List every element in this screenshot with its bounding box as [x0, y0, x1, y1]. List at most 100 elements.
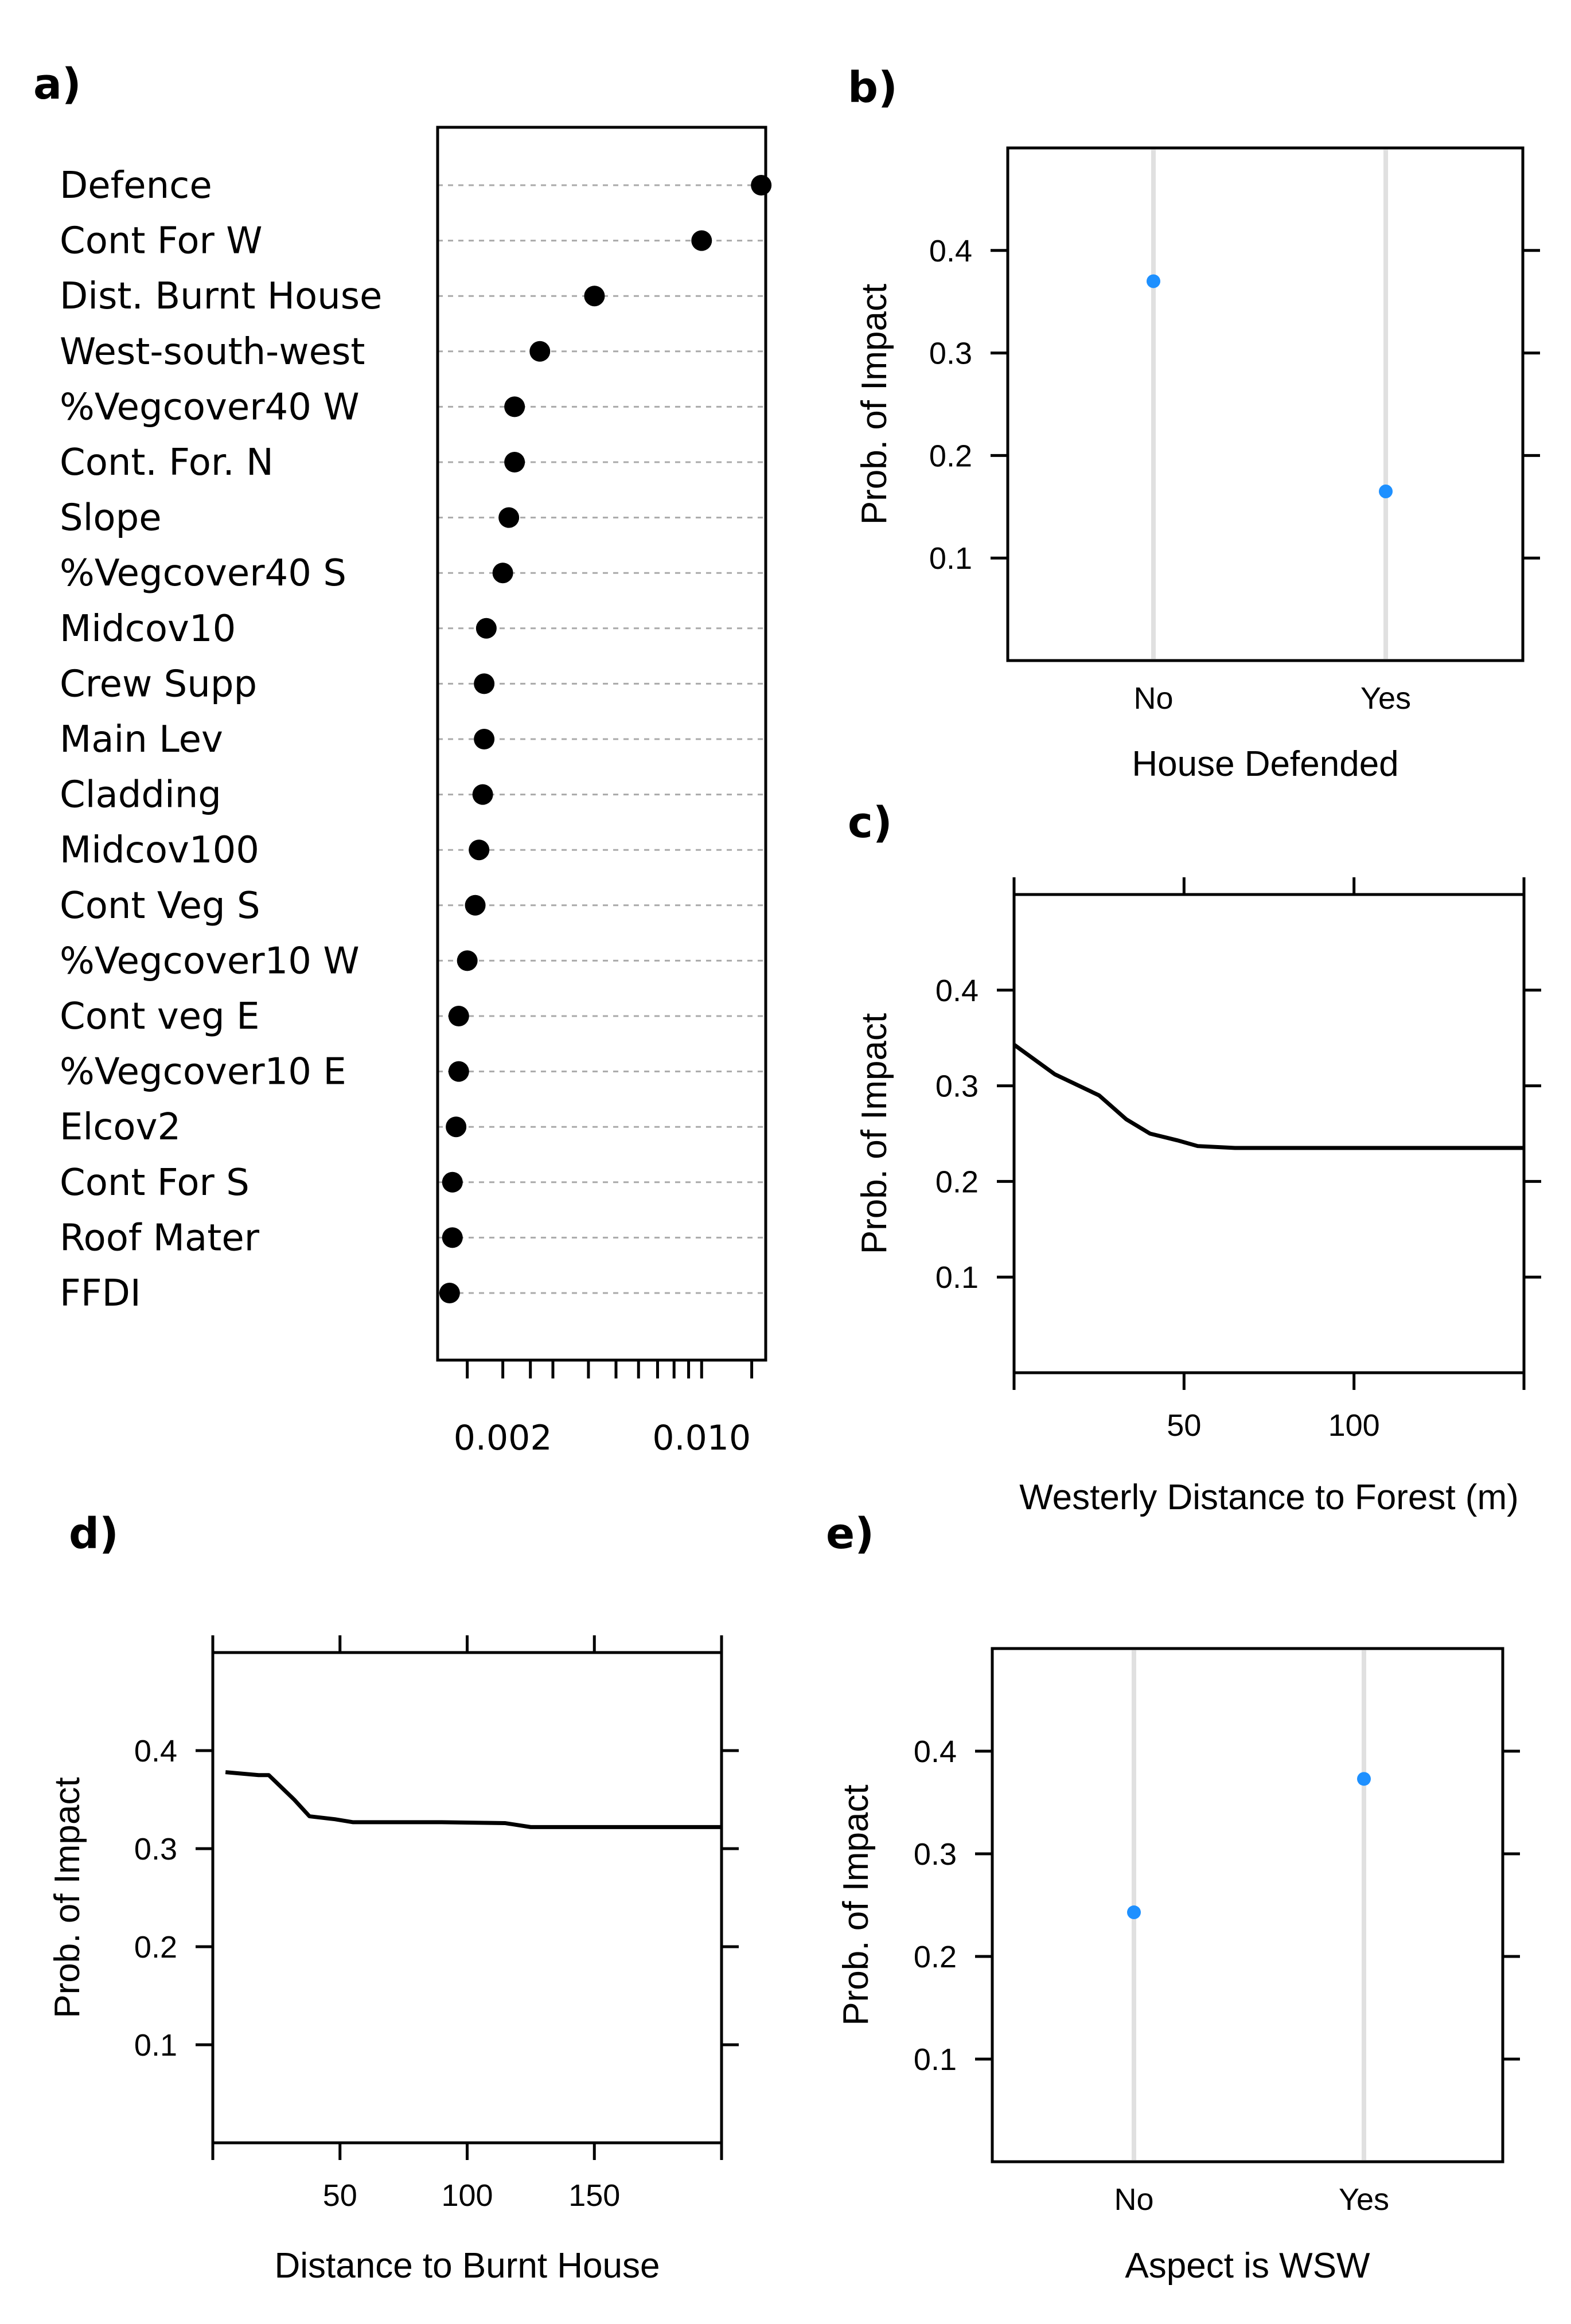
y-tick-label: 0.2	[914, 1940, 957, 1974]
variable-label: Slope	[60, 497, 162, 540]
variable-label: Roof Mater	[60, 1217, 260, 1259]
x-tick-label: 150	[568, 2178, 620, 2213]
y-tick-label: 0.2	[929, 439, 972, 473]
importance-point	[475, 618, 497, 639]
variable-label: %Vegcover10 E	[60, 1051, 346, 1093]
panel-b: b) 0.1 0.2 0.3 0.4 No Yes House Defended Prob. …	[848, 63, 1540, 784]
variable-label: Cont. For. N	[60, 442, 274, 484]
series-line	[225, 1770, 722, 1829]
series-line	[1012, 1043, 1524, 1150]
x-tick-label: 0.002	[454, 1418, 552, 1458]
variable-label: Cont For W	[60, 220, 262, 263]
y-tick-label: 0.3	[134, 1832, 177, 1866]
y-tick-label: 0.1	[935, 1260, 979, 1295]
importance-point	[439, 1283, 460, 1303]
importance-point	[469, 839, 490, 861]
importance-point	[448, 1061, 469, 1082]
plot-frame	[211, 1651, 723, 2145]
importance-point	[529, 341, 551, 362]
variable-label: West-south-west	[60, 331, 365, 373]
panel-d: d) 0.1 0.2 0.3 0.4 50 100 150 Distance to Burnt…	[48, 1509, 739, 2286]
variable-label: %Vegcover40 S	[60, 552, 346, 595]
variable-label: FFDI	[60, 1272, 141, 1315]
panel-d-plot: 0.1 0.2 0.3 0.4 50 100 150 Distance to Burnt Ho…	[48, 1635, 739, 2286]
data-point	[1357, 1772, 1371, 1786]
y-tick-label: 0.4	[134, 1734, 177, 1768]
panel-c-plot: 0.1 0.2 0.3 0.4 50 100 Westerly Distance to Fo…	[855, 877, 1541, 1517]
y-axis-title: Prob. of Impact	[48, 1777, 87, 2018]
y-tick-label: 0.3	[914, 1837, 957, 1872]
importance-point	[474, 673, 495, 694]
panel-b-plot: 0.1 0.2 0.3 0.4 No Yes House Defended Prob. of …	[855, 146, 1540, 784]
y-axis-title: Prob. of Impact	[855, 284, 894, 525]
importance-point	[465, 895, 486, 916]
panel-e: e) 0.1 0.2 0.3 0.4 No Yes Aspect is WSW Prob. o…	[826, 1509, 1520, 2286]
importance-point	[504, 396, 525, 417]
y-tick-label: 0.4	[929, 234, 972, 268]
x-axis-title: Distance to Burnt House	[274, 2246, 660, 2286]
importance-point	[448, 1006, 469, 1026]
importance-point	[472, 784, 493, 805]
y-tick-label: 0.4	[914, 1735, 957, 1769]
variable-label: %Vegcover40 W	[60, 386, 360, 428]
plot-frame	[1006, 146, 1525, 662]
data-point	[1127, 1905, 1141, 1920]
importance-point	[498, 507, 520, 528]
variable-label: Cladding	[60, 774, 221, 817]
panel-a-plot: Defence Cont For W Dist. Burnt House West-s…	[60, 126, 772, 1458]
plot-frame	[1012, 893, 1526, 1374]
importance-point	[446, 1116, 467, 1138]
variable-label: Midcov10	[60, 608, 236, 650]
y-tick-label: 0.4	[935, 974, 979, 1008]
variable-label: Dist. Burnt House	[60, 275, 382, 318]
panel-letter-b: b)	[848, 63, 898, 112]
y-tick-label: 0.1	[134, 2028, 177, 2063]
importance-point	[442, 1171, 463, 1193]
x-tick-label: 50	[323, 2178, 357, 2213]
variable-label: Cont veg E	[60, 995, 260, 1038]
x-axis-title: Westerly Distance to Forest (m)	[1019, 1478, 1518, 1517]
panel-e-plot: 0.1 0.2 0.3 0.4 No Yes Aspect is WSW Prob. of I…	[836, 1647, 1520, 2286]
variable-label: Crew Supp	[60, 663, 257, 705]
x-category-label: No	[1114, 2182, 1153, 2217]
data-point	[1379, 484, 1393, 498]
panel-letter-e: e)	[826, 1509, 874, 1559]
x-category-label: No	[1133, 681, 1173, 716]
x-tick-label: 50	[1167, 1408, 1201, 1443]
y-tick-label: 0.2	[935, 1165, 979, 1199]
x-tick-label: 100	[1328, 1408, 1380, 1443]
y-tick-label: 0.2	[134, 1930, 177, 1964]
importance-point	[504, 452, 525, 472]
importance-point	[751, 175, 772, 196]
variable-label: Elcov2	[60, 1106, 181, 1149]
importance-point	[474, 729, 495, 749]
variable-label: %Vegcover10 W	[60, 940, 360, 982]
importance-point	[584, 286, 605, 307]
y-axis-title: Prob. of Impact	[855, 1013, 894, 1254]
x-tick-label: 0.010	[652, 1418, 751, 1458]
importance-point	[492, 563, 513, 584]
panel-letter-d: d)	[69, 1509, 119, 1559]
variable-label: Main Lev	[60, 718, 223, 761]
variable-label: Midcov100	[60, 829, 259, 872]
variable-label: Cont For S	[60, 1162, 250, 1204]
variable-label: Defence	[60, 165, 212, 207]
y-tick-label: 0.3	[935, 1069, 979, 1104]
x-category-label: Yes	[1339, 2182, 1389, 2217]
panel-a: a) Defence Cont For W Dist. Burnt House Wes…	[33, 60, 772, 1458]
data-point	[1147, 274, 1160, 288]
variable-label: Cont Veg S	[60, 885, 260, 927]
x-axis-title: House Defended	[1132, 744, 1398, 784]
x-tick-label: 100	[441, 2178, 493, 2213]
y-tick-label: 0.1	[914, 2042, 957, 2077]
y-axis-title: Prob. of Impact	[836, 1784, 876, 2025]
panel-letter-c: c)	[848, 798, 892, 847]
x-axis-title: Aspect is WSW	[1125, 2246, 1370, 2286]
x-category-label: Yes	[1361, 681, 1411, 716]
importance-point	[442, 1227, 463, 1248]
importance-point	[457, 950, 478, 971]
plot-frame	[991, 1647, 1504, 2163]
plot-frame	[436, 126, 767, 1362]
panel-c: c) 0.1 0.2 0.3 0.4 50 100 Westerly Distance to…	[848, 798, 1541, 1517]
